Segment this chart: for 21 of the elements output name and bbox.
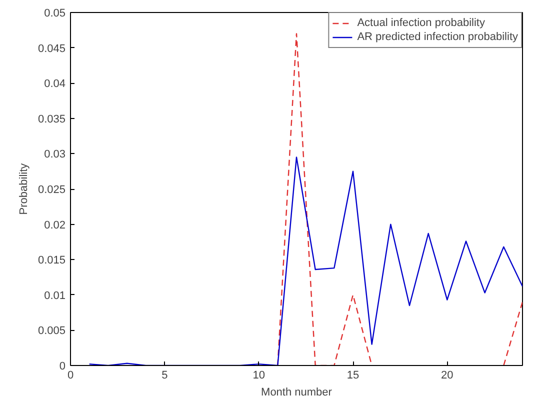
line-series: [88, 156, 522, 366]
x-tick-label: 10: [252, 370, 265, 382]
x-tick-label: 20: [441, 370, 454, 382]
x-tick-label: 5: [162, 370, 168, 382]
y-tick-label: 0.035: [38, 113, 66, 126]
legend-label: Actual infection probability: [357, 16, 485, 30]
y-tick-label: 0.02: [44, 219, 66, 232]
y-tick-label: 0.005: [38, 325, 66, 338]
y-tick-label: 0.01: [44, 290, 66, 302]
x-tick-label: 0: [67, 370, 74, 382]
y-tick-label: 0: [59, 360, 66, 372]
x-axis-title: Month number: [261, 386, 332, 398]
y-tick-label: 0.025: [38, 184, 66, 196]
y-tick-label: 0.04: [44, 78, 66, 90]
legend-label: AR predicted infection probability: [357, 30, 518, 44]
y-tick-label: 0.015: [38, 254, 66, 267]
y-tick-label: 0.03: [44, 148, 66, 161]
y-tick-label: 0.045: [38, 42, 66, 55]
y-tick-label: 0.05: [44, 8, 66, 20]
y-axis-title: Probability: [18, 162, 30, 215]
x-tick-label: 15: [346, 370, 360, 382]
